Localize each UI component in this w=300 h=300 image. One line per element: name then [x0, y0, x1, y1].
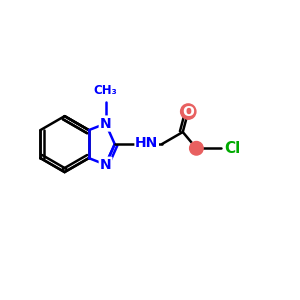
Circle shape — [181, 104, 196, 119]
Text: CH₃: CH₃ — [94, 84, 117, 97]
Text: HN: HN — [135, 136, 158, 150]
Text: N: N — [100, 116, 111, 130]
Circle shape — [190, 142, 203, 155]
Text: N: N — [100, 158, 111, 172]
Text: O: O — [182, 105, 194, 118]
Text: Cl: Cl — [224, 141, 240, 156]
